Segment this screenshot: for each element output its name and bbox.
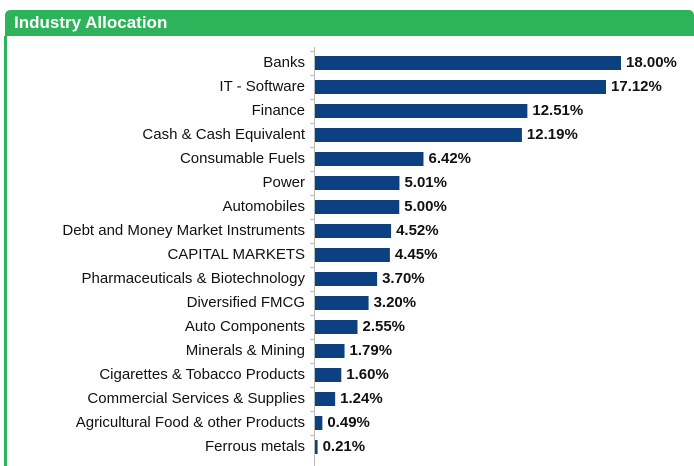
bar xyxy=(315,104,528,118)
category-label: Banks xyxy=(263,54,305,71)
value-label: 1.79% xyxy=(350,342,393,359)
bar xyxy=(315,128,522,142)
value-label: 6.42% xyxy=(428,150,471,167)
value-label: 12.19% xyxy=(527,126,578,143)
value-label: 0.21% xyxy=(323,438,366,455)
bar xyxy=(315,56,621,70)
value-label: 18.00% xyxy=(626,54,677,71)
value-label: 12.51% xyxy=(532,102,583,119)
category-label: IT - Software xyxy=(219,78,305,95)
bar xyxy=(315,440,318,454)
bar xyxy=(315,368,342,382)
category-label: Commercial Services & Supplies xyxy=(87,390,305,407)
category-label: Diversified FMCG xyxy=(187,294,305,311)
value-label: 4.52% xyxy=(396,222,439,239)
bar xyxy=(315,152,424,166)
value-label: 5.01% xyxy=(404,174,447,191)
bar xyxy=(315,80,606,94)
bar xyxy=(315,296,369,310)
category-label: Finance xyxy=(252,102,305,119)
value-label: 4.45% xyxy=(395,246,438,263)
bar xyxy=(315,224,392,238)
category-label: Automobiles xyxy=(222,198,305,215)
value-label: 3.70% xyxy=(382,270,425,287)
value-label: 3.20% xyxy=(374,294,417,311)
bar xyxy=(315,344,345,358)
category-label: Auto Components xyxy=(185,318,305,335)
category-label: Pharmaceuticals & Biotechnology xyxy=(82,270,306,287)
value-label: 0.49% xyxy=(327,414,370,431)
bar xyxy=(315,392,336,406)
value-label: 1.24% xyxy=(340,390,383,407)
category-label: Ferrous metals xyxy=(205,438,305,455)
category-label: CAPITAL MARKETS xyxy=(167,246,305,263)
category-label: Consumable Fuels xyxy=(180,150,305,167)
bar xyxy=(315,272,378,286)
category-label: Power xyxy=(262,174,305,191)
chart-title: Industry Allocation xyxy=(14,13,167,32)
category-label: Debt and Money Market Instruments xyxy=(62,222,305,239)
value-label: 17.12% xyxy=(611,78,662,95)
category-label: Minerals & Mining xyxy=(186,342,305,359)
category-label: Cigarettes & Tobacco Products xyxy=(99,366,305,383)
bar xyxy=(315,320,358,334)
value-label: 1.60% xyxy=(346,366,389,383)
bar xyxy=(315,416,323,430)
value-label: 5.00% xyxy=(404,198,447,215)
value-label: 2.55% xyxy=(362,318,405,335)
category-label: Agricultural Food & other Products xyxy=(76,414,305,431)
bar xyxy=(315,200,400,214)
bar xyxy=(315,248,390,262)
category-label: Cash & Cash Equivalent xyxy=(142,126,305,143)
bar xyxy=(315,176,400,190)
